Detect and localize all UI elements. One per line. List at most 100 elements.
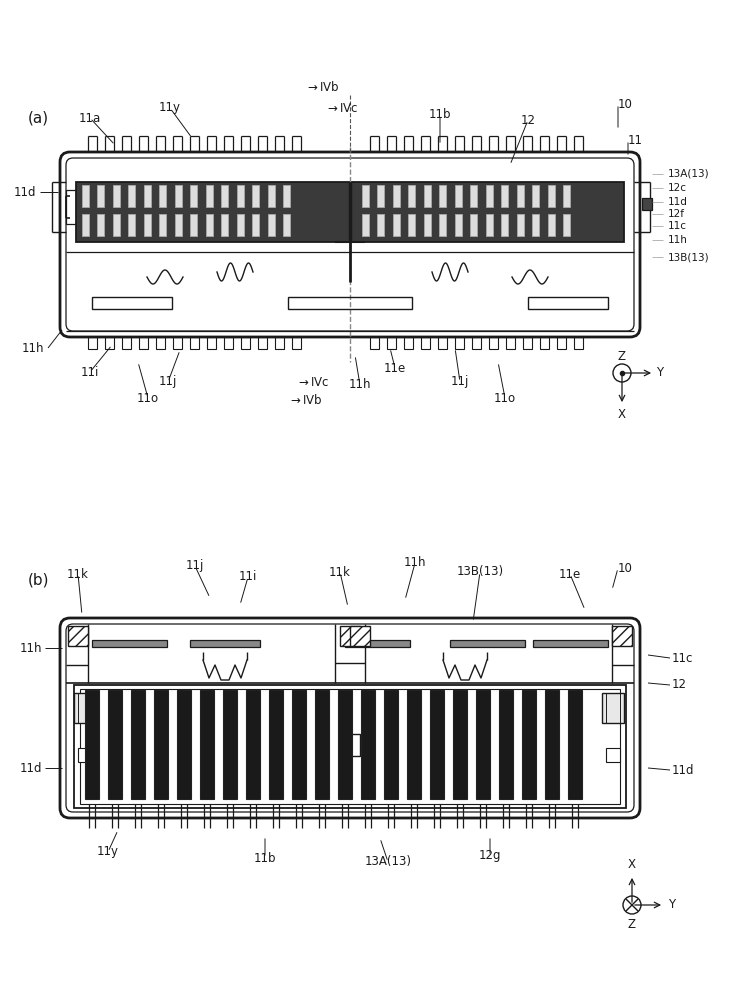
Text: Z: Z xyxy=(618,351,626,363)
Text: 11e: 11e xyxy=(384,361,406,374)
Text: 11k: 11k xyxy=(67,568,89,580)
Bar xyxy=(548,214,555,236)
Bar xyxy=(501,214,509,236)
Bar xyxy=(393,185,400,207)
Bar xyxy=(528,297,608,309)
Bar xyxy=(258,337,267,349)
Text: 11h: 11h xyxy=(668,235,688,245)
Text: 11i: 11i xyxy=(81,365,99,378)
Bar xyxy=(362,185,369,207)
Bar xyxy=(92,640,167,647)
Bar xyxy=(66,190,80,224)
Text: 12: 12 xyxy=(672,678,687,692)
Text: $\rightarrow$IVc: $\rightarrow$IVc xyxy=(296,376,329,389)
Bar xyxy=(98,214,104,236)
Bar xyxy=(523,337,532,349)
Text: 11a: 11a xyxy=(79,111,101,124)
Text: $\rightarrow$IVb: $\rightarrow$IVb xyxy=(288,393,323,407)
Text: 12c: 12c xyxy=(668,183,687,193)
Bar xyxy=(113,214,120,236)
Bar xyxy=(517,185,524,207)
Bar xyxy=(173,337,182,349)
Bar xyxy=(501,185,509,207)
Bar xyxy=(361,690,375,799)
Bar xyxy=(407,690,421,799)
Bar xyxy=(272,693,280,792)
Bar xyxy=(318,693,326,792)
Bar xyxy=(410,693,418,792)
Bar xyxy=(525,693,533,792)
Bar xyxy=(237,214,244,236)
Text: 11h: 11h xyxy=(348,378,371,391)
Bar xyxy=(393,214,400,236)
Text: 11c: 11c xyxy=(672,652,693,664)
Bar xyxy=(275,337,284,349)
Text: 11b: 11b xyxy=(254,852,276,864)
Bar xyxy=(424,185,431,207)
Bar xyxy=(98,185,104,207)
Bar xyxy=(85,690,99,799)
Text: Y: Y xyxy=(668,898,675,912)
Bar xyxy=(476,690,490,799)
Bar xyxy=(241,337,250,349)
Bar xyxy=(424,214,431,236)
Bar xyxy=(131,690,145,799)
Text: 11e: 11e xyxy=(559,568,581,580)
Bar xyxy=(438,337,447,349)
Bar xyxy=(82,185,89,207)
Bar xyxy=(175,214,182,236)
Bar xyxy=(154,690,168,799)
Bar xyxy=(364,693,372,792)
Text: $\rightarrow$IVc: $\rightarrow$IVc xyxy=(325,102,359,114)
Bar xyxy=(350,626,370,646)
Bar xyxy=(489,337,498,349)
Bar xyxy=(249,693,257,792)
Bar xyxy=(540,337,549,349)
Bar xyxy=(144,185,151,207)
Bar xyxy=(532,214,539,236)
Text: 11k: 11k xyxy=(329,566,351,578)
Bar xyxy=(253,185,259,207)
Bar xyxy=(224,337,233,349)
Text: 11b: 11b xyxy=(429,108,451,121)
Bar xyxy=(517,214,524,236)
Bar xyxy=(221,185,229,207)
Text: $\rightarrow$IVb: $\rightarrow$IVb xyxy=(305,80,340,94)
Bar xyxy=(269,690,283,799)
Bar xyxy=(284,214,290,236)
Bar xyxy=(456,693,464,792)
Text: X: X xyxy=(618,408,626,422)
Bar xyxy=(612,626,632,646)
Bar xyxy=(472,337,481,349)
Text: 11d: 11d xyxy=(672,764,695,776)
Bar xyxy=(292,337,301,349)
Text: 13A(13): 13A(13) xyxy=(668,169,709,179)
Bar xyxy=(545,690,559,799)
Bar xyxy=(74,693,96,723)
Bar xyxy=(203,693,211,792)
Bar xyxy=(295,693,303,792)
Bar xyxy=(557,337,566,349)
Bar xyxy=(533,640,608,647)
Bar xyxy=(129,185,135,207)
Text: (b): (b) xyxy=(28,572,49,587)
Bar xyxy=(486,214,493,236)
Bar xyxy=(206,214,213,236)
Bar xyxy=(139,337,148,349)
Bar xyxy=(226,693,234,792)
Bar xyxy=(571,693,579,792)
Bar xyxy=(506,337,515,349)
Text: 12f: 12f xyxy=(668,209,685,219)
Bar xyxy=(113,185,120,207)
Text: 11d: 11d xyxy=(20,762,42,774)
Bar xyxy=(404,337,413,349)
Bar xyxy=(207,337,216,349)
Bar xyxy=(175,185,182,207)
Bar xyxy=(606,748,620,762)
Bar xyxy=(341,693,349,792)
Bar xyxy=(564,214,570,236)
Bar xyxy=(156,337,165,349)
Bar xyxy=(111,693,119,792)
Bar xyxy=(157,693,165,792)
Bar xyxy=(253,214,259,236)
